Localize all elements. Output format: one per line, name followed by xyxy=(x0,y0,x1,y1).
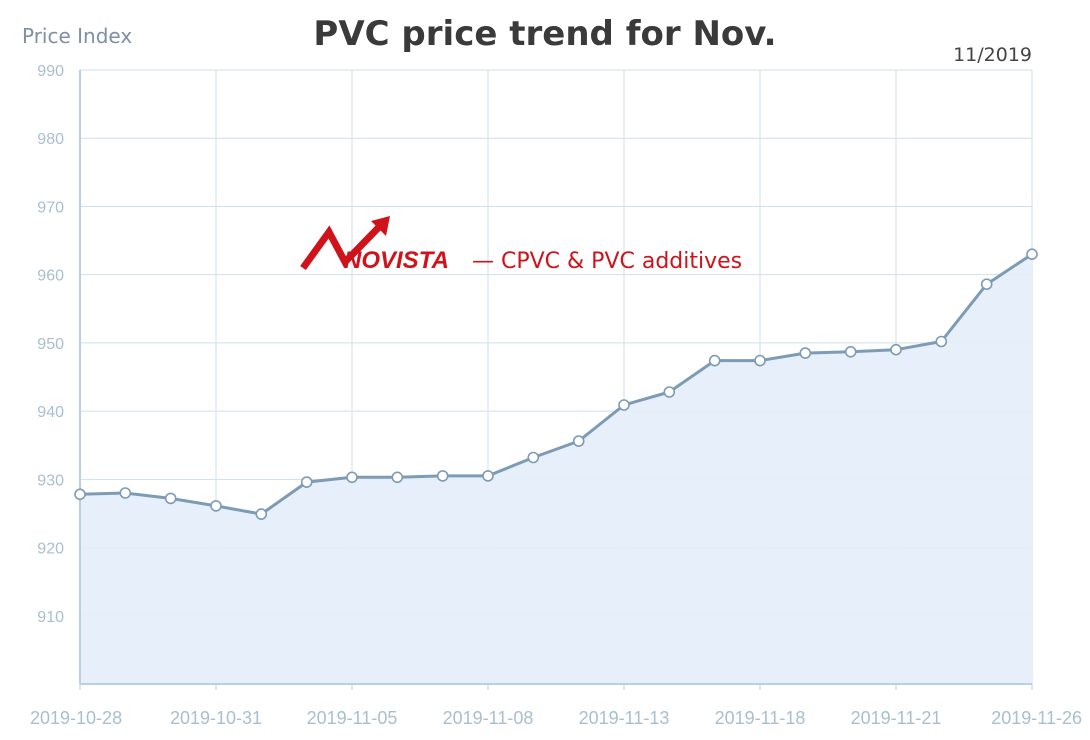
x-tick-label: 2019-11-13 xyxy=(579,708,670,728)
y-tick-label: 960 xyxy=(37,268,64,285)
novista-arrow-icon xyxy=(300,216,390,271)
price-point xyxy=(980,278,993,291)
price-point xyxy=(663,386,676,398)
price-point xyxy=(255,508,268,520)
x-tick-label: 2019-11-18 xyxy=(715,708,806,728)
x-tick-label: 2019-10-28 xyxy=(30,708,122,728)
price-point xyxy=(164,492,177,505)
y-tick-label: 940 xyxy=(37,404,64,421)
novista-brand-name: NOVISTA xyxy=(344,247,449,274)
y-tick-label: 920 xyxy=(37,541,64,558)
price-point xyxy=(890,343,902,356)
price-point xyxy=(844,345,857,358)
chart-subtitle: 11/2019 xyxy=(953,44,1032,66)
y-tick-label: 990 xyxy=(37,63,64,80)
price-point xyxy=(708,354,721,367)
y-tick-label: 950 xyxy=(37,336,64,353)
x-tick-label: 2019-10-31 xyxy=(170,708,262,728)
price-point xyxy=(391,471,404,484)
price-point xyxy=(482,470,494,482)
price-point xyxy=(572,435,585,447)
novista-tagline: — CPVC & PVC additives xyxy=(472,249,742,274)
price-point xyxy=(300,476,313,488)
price-point xyxy=(346,471,358,484)
axes xyxy=(79,70,1032,685)
price-point xyxy=(527,451,540,464)
price-point xyxy=(436,470,449,482)
price-point xyxy=(74,488,86,501)
price-area-fill xyxy=(80,254,1032,684)
y-tick-label: 980 xyxy=(37,131,64,148)
y-tick-labels: 910 920 930 940 950 960 970 980 990 xyxy=(37,63,64,626)
price-points xyxy=(74,248,1038,520)
price-line xyxy=(79,252,1033,516)
price-point xyxy=(754,354,766,367)
x-tick-label: 2019-11-08 xyxy=(443,708,534,728)
x-tick-label: 2019-11-05 xyxy=(307,708,398,728)
x-tick-label: 2019-11-26 xyxy=(991,708,1082,728)
price-point xyxy=(119,487,132,499)
price-point xyxy=(935,335,948,348)
price-point xyxy=(799,347,812,359)
x-tick-labels: 2019-10-28 2019-10-31 2019-11-05 2019-11-08… xyxy=(30,708,1082,728)
y-axis-title: Price Index xyxy=(22,24,133,48)
y-tick-label: 930 xyxy=(37,472,64,489)
x-tick-label: 2019-11-21 xyxy=(851,708,942,728)
price-point xyxy=(1026,248,1038,260)
price-point xyxy=(618,399,630,411)
novista-logo: NOVISTA — CPVC & PVC additives xyxy=(300,216,742,274)
y-tick-label: 910 xyxy=(37,609,64,626)
y-tick-label: 970 xyxy=(37,199,64,216)
chart-title: PVC price trend for Nov. xyxy=(313,14,777,54)
price-point xyxy=(210,500,222,512)
